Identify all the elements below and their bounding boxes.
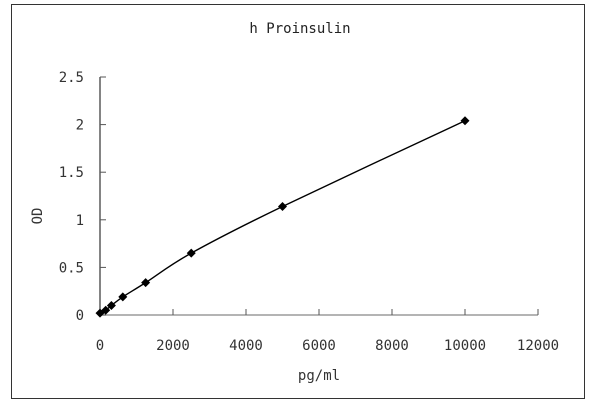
axes xyxy=(99,77,538,316)
y-tick-label: 0.5 xyxy=(59,260,84,276)
data-line xyxy=(99,120,466,314)
x-tick-label: 6000 xyxy=(302,338,336,354)
x-tick-label: 4000 xyxy=(229,338,263,354)
x-tick-label: 12000 xyxy=(517,338,559,354)
chart-frame xyxy=(11,4,585,399)
chart-title: h Proinsulin xyxy=(249,21,350,37)
y-tick-label: 1.5 xyxy=(59,165,84,181)
x-tick-label: 10000 xyxy=(444,338,486,354)
data-markers xyxy=(95,116,470,318)
x-axis-title: pg/ml xyxy=(298,368,340,384)
data-point-diamond xyxy=(118,292,128,302)
x-tick-label: 8000 xyxy=(375,338,409,354)
ticks: 0 0.5 1 1.5 2 2.5 0 2000 4000 6000 8000 10000 12000 xyxy=(59,70,559,354)
data-point-diamond xyxy=(186,248,196,258)
y-tick-label: 2 xyxy=(76,118,84,134)
x-tick-label: 0 xyxy=(96,338,104,354)
x-tick-label: 2000 xyxy=(156,338,190,354)
data-point-diamond xyxy=(101,305,111,315)
data-point-diamond xyxy=(278,201,287,211)
data-point-diamond xyxy=(106,300,116,310)
data-point-diamond xyxy=(460,116,470,126)
y-tick-label: 2.5 xyxy=(59,70,84,86)
y-axis-title: OD xyxy=(30,208,46,225)
y-tick-label: 0 xyxy=(76,308,84,324)
data-point-diamond xyxy=(141,278,151,288)
y-tick-label: 1 xyxy=(76,213,84,229)
